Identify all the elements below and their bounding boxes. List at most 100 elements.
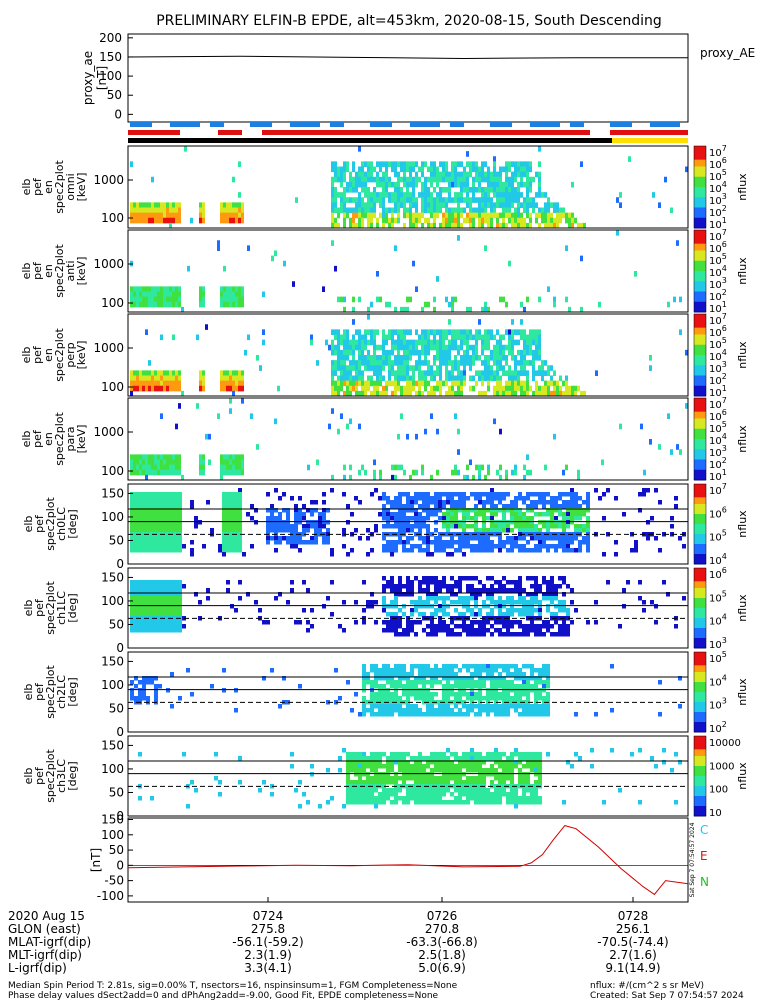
pitch-angle-cell: [194, 788, 198, 793]
pitch-angle-cell: [146, 580, 150, 585]
spectrogram-cell: [175, 380, 178, 387]
colorbar-segment: [694, 327, 706, 332]
pitch-angle-cell: [166, 540, 170, 545]
pitch-angle-cell: [366, 708, 370, 713]
pitch-angle-cell: [474, 548, 478, 553]
spectrogram-cell: [400, 187, 403, 193]
pitch-angle-cell: [538, 696, 542, 701]
pitch-angle-cell: [438, 536, 442, 541]
pitch-angle-cell: [454, 524, 458, 529]
pitch-angle-cell: [450, 688, 454, 693]
spectrogram-cell: [520, 166, 523, 173]
colorbar-segment: [694, 291, 706, 296]
pitch-angle-cell: [546, 712, 550, 717]
spectrogram-cell: [154, 202, 157, 208]
spectrogram-cell: [484, 365, 487, 371]
spectrogram-cell: [358, 339, 361, 346]
spectrogram-cell: [508, 329, 511, 335]
spectrogram-cell: [466, 360, 469, 366]
pitch-angle-cell: [442, 600, 446, 605]
spectrogram-cell: [436, 380, 439, 387]
pitch-angle-cell: [398, 512, 402, 517]
colorbar-tick: 106: [709, 505, 727, 520]
spectrogram-cell: [520, 355, 523, 361]
spectrogram-cell: [328, 423, 331, 430]
spectrogram-cell: [172, 370, 175, 376]
spectrogram-cell: [532, 355, 535, 361]
pitch-angle-cell: [430, 508, 434, 513]
spectrogram-cell: [457, 207, 460, 214]
spectrogram-cell: [403, 385, 406, 392]
spectrogram-cell: [442, 217, 445, 224]
spectrogram-cell: [445, 375, 448, 382]
spectrogram-cell: [484, 207, 487, 214]
spectrogram-cell: [487, 370, 490, 376]
pitch-angle-cell: [150, 544, 154, 549]
spectrogram-cell: [475, 187, 478, 193]
spectrogram-cell: [493, 360, 496, 366]
pitch-angle-cell: [486, 628, 490, 633]
spectrogram-cell: [385, 334, 388, 341]
pitch-angle-cell: [150, 584, 154, 589]
pitch-angle-cell: [354, 496, 358, 501]
colorbar-segment: [694, 314, 706, 318]
spectrogram-cell: [379, 370, 382, 376]
spectrogram-cell: [151, 301, 154, 308]
pitch-angle-cell: [158, 584, 162, 589]
pitch-angle-cell: [562, 608, 566, 613]
spectrogram-cell: [484, 301, 487, 308]
spectrogram-cell: [532, 365, 535, 371]
pitch-angle-cell: [542, 592, 546, 597]
pitch-angle-cell: [622, 604, 626, 609]
spectrogram-cell: [397, 360, 400, 366]
pitch-angle-cell: [658, 500, 662, 505]
spectrogram-cell: [226, 202, 229, 208]
spectrogram-cell: [496, 344, 499, 351]
spectrogram-cell: [376, 385, 379, 392]
pitch-angle-cell: [286, 540, 290, 545]
pitch-angle-cell: [178, 588, 182, 593]
spectrogram-cell: [523, 380, 526, 387]
pitch-angle-cells: [130, 576, 686, 637]
proxy-ae-ytick: 50: [107, 88, 122, 102]
spectrogram-cell: [394, 464, 397, 471]
spectrogram-cell: [337, 329, 340, 335]
pitch-angle-cell: [650, 600, 654, 605]
status-bar-blue: [330, 122, 344, 127]
pitch-angle-cell: [506, 528, 510, 533]
pitch-angle-cell: [158, 620, 162, 625]
spectrogram-cell: [169, 212, 172, 219]
spectrogram-cell: [436, 181, 439, 188]
spectrogram-cell: [445, 329, 448, 335]
spectrogram-cell: [463, 197, 466, 203]
spectrogram-cell: [340, 181, 343, 188]
pitch-angle-cell: [550, 600, 554, 605]
pitch-angle-cell: [614, 496, 618, 501]
panel-ylabel: en: [42, 264, 55, 278]
pitch-angle-cell: [158, 580, 162, 585]
spectrogram-cell: [481, 207, 484, 214]
spectrogram-cell: [421, 360, 424, 366]
pitch-angle-cell: [454, 600, 458, 605]
spectrogram-cell: [499, 380, 502, 387]
pitch-angle-cell: [158, 520, 162, 525]
pitch-angle-cell: [446, 688, 450, 693]
pitch-angle-cell: [222, 528, 226, 533]
pitch-angle-cell: [242, 552, 246, 557]
pitch-angle-cell: [474, 508, 478, 513]
spectrogram-cell: [511, 329, 514, 335]
spectrogram-cell: [505, 390, 508, 397]
colorbar-segment: [694, 190, 706, 195]
pitch-angle-cell: [462, 524, 466, 529]
pitch-angle-cell: [586, 540, 590, 545]
spectrogram-cell: [406, 380, 409, 387]
pitch-angle-cell: [462, 512, 466, 517]
spectrogram-cell: [457, 212, 460, 219]
spectrogram-cell: [499, 334, 502, 341]
spectrogram-cell: [535, 171, 538, 178]
pitch-angle-cell: [594, 620, 598, 625]
pitch-angle-cell: [510, 632, 514, 637]
spectrogram-cell: [373, 339, 376, 346]
pitch-angle-cell: [578, 496, 582, 501]
pitch-angle-cell: [402, 524, 406, 529]
